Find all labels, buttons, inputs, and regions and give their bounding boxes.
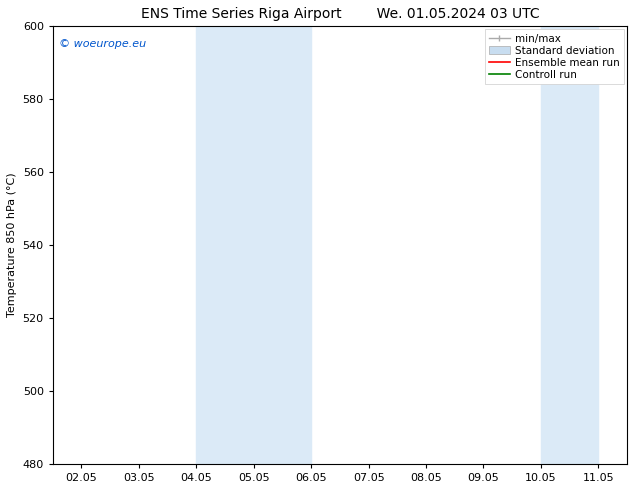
Y-axis label: Temperature 850 hPa (°C): Temperature 850 hPa (°C) — [7, 173, 17, 318]
Title: ENS Time Series Riga Airport        We. 01.05.2024 03 UTC: ENS Time Series Riga Airport We. 01.05.2… — [141, 7, 540, 21]
Bar — [541, 26, 598, 464]
Legend: min/max, Standard deviation, Ensemble mean run, Controll run: min/max, Standard deviation, Ensemble me… — [485, 29, 624, 84]
Text: © woeurope.eu: © woeurope.eu — [58, 39, 146, 49]
Bar — [197, 26, 311, 464]
